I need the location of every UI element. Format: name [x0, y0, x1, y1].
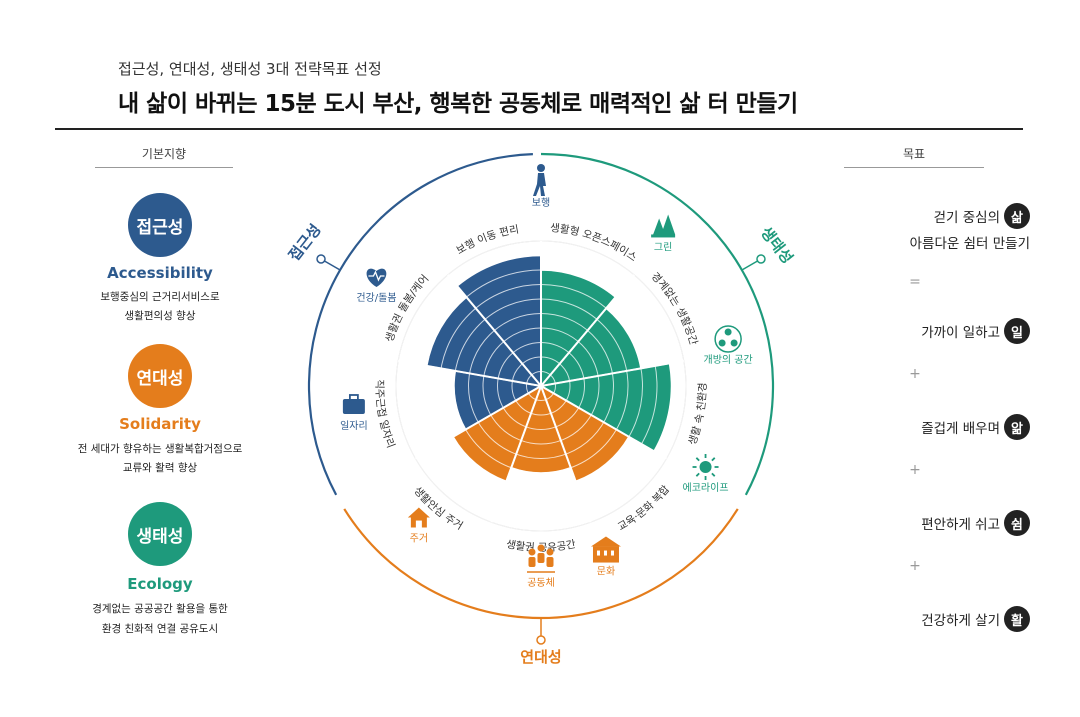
- spoke: [540, 385, 668, 460]
- spoke: [540, 385, 592, 523]
- goal-health-text: 건강하게 살기: [921, 613, 1000, 629]
- goal-badge-work: 일: [1004, 318, 1030, 344]
- arc-pin: [756, 254, 766, 264]
- goal-badge-life: 삶: [1004, 203, 1030, 229]
- spoke: [414, 385, 542, 460]
- trees-icon: [651, 214, 676, 238]
- outer-icon-label-2: 개방의 공간: [704, 354, 753, 366]
- outer-icon-label-5: 공동체: [527, 577, 555, 589]
- spoke: [540, 274, 635, 387]
- separator-equals: =: [909, 274, 921, 290]
- outer-icon-label-4: 문화: [597, 566, 615, 578]
- community-people-icon: [527, 544, 555, 573]
- goal-work: 가까이 일하고 일: [800, 318, 1030, 344]
- spoke: [490, 385, 542, 523]
- arc-solidarity: [343, 508, 739, 620]
- school-building-icon: [590, 536, 621, 563]
- spoke: [447, 274, 542, 387]
- goal-rest-text: 편안하게 쉬고: [921, 517, 1000, 533]
- goal-walk-text-2: 아름다운 쉼터 만들기: [909, 236, 1030, 252]
- goal-badge-rest: 쉼: [1004, 510, 1030, 536]
- desc-solidarity-2: 교류와 활력 향상: [122, 462, 198, 474]
- arc-label-solidarity: 연대성: [520, 648, 561, 666]
- goal-learn: 즐겁게 배우며 앎: [800, 414, 1030, 440]
- outer-icon-label-8: 건강/돌봄: [356, 292, 396, 304]
- desc-ecology-2: 환경 친화적 연결 공유도시: [101, 623, 219, 635]
- spoke: [398, 359, 542, 387]
- goal-learn-text: 즐겁게 배우며: [921, 421, 1000, 437]
- badge-ecology: 생태성: [128, 502, 192, 566]
- separator-plus-3: +: [909, 558, 921, 574]
- separator-plus-1: +: [909, 366, 921, 382]
- arc-pin: [316, 254, 326, 264]
- people-network-icon: [714, 325, 742, 353]
- right-column-heading: 목표: [844, 145, 984, 168]
- desc-accessibility-1: 보행중심의 근거리서비스로: [100, 291, 220, 303]
- outer-icon-label-0: 보행: [532, 197, 550, 209]
- goal-work-text: 가까이 일하고: [921, 325, 1000, 341]
- house-icon: [407, 507, 430, 528]
- arc-pin: [536, 635, 546, 645]
- outer-icon-label-6: 주거: [410, 533, 428, 545]
- goal-walk: 걷기 중심의 삶: [800, 203, 1030, 229]
- badge-solidarity: 연대성: [128, 344, 192, 408]
- outer-icon-label-3: 에코라이프: [683, 482, 729, 494]
- left-column-heading: 기본지향: [95, 145, 233, 168]
- spoke: [540, 359, 684, 387]
- sector-label-2: 생활 속 친환경: [686, 382, 709, 446]
- briefcase-icon: [342, 394, 365, 414]
- arc-ecology: [540, 152, 775, 496]
- goal-badge-learn: 앎: [1004, 414, 1030, 440]
- goal-walk-text-1: 걷기 중심의: [933, 210, 1000, 226]
- walking-person-icon: [533, 164, 546, 196]
- desc-solidarity-1: 전 세대가 향유하는 생활복합거점으로: [77, 443, 243, 455]
- separator-plus-2: +: [909, 462, 921, 478]
- english-ecology: Ecology: [127, 575, 193, 593]
- goal-badge-vitality: 활: [1004, 606, 1030, 632]
- desc-ecology-1: 경계없는 공공공간 활용을 통한: [92, 603, 228, 615]
- english-accessibility: Accessibility: [107, 264, 213, 282]
- sector-label-6: 직주근접 일자리: [373, 379, 397, 450]
- outer-icon-label-1: 그린: [654, 241, 672, 253]
- sun-icon: [692, 454, 719, 480]
- badge-accessibility: 접근성: [128, 193, 192, 257]
- heart-health-icon: [366, 268, 387, 287]
- diagram-rings: [395, 240, 687, 532]
- page-title: 내 삶이 바뀌는 15분 도시 부산, 행복한 공동체로 매력적인 삶 터 만들…: [118, 91, 798, 117]
- english-solidarity: Solidarity: [119, 415, 201, 433]
- desc-accessibility-2: 생활편의성 향상: [124, 310, 196, 322]
- goal-health: 건강하게 살기 활: [800, 606, 1030, 632]
- title-divider: [55, 128, 1023, 130]
- goal-walk-line2: 아름다운 쉼터 만들기: [800, 232, 1030, 252]
- subtitle: 접근성, 연대성, 생태성 3대 전략목표 선정: [118, 60, 382, 78]
- goal-rest: 편안하게 쉬고 쉼: [800, 510, 1030, 536]
- outer-icon-label-7: 일자리: [340, 420, 368, 432]
